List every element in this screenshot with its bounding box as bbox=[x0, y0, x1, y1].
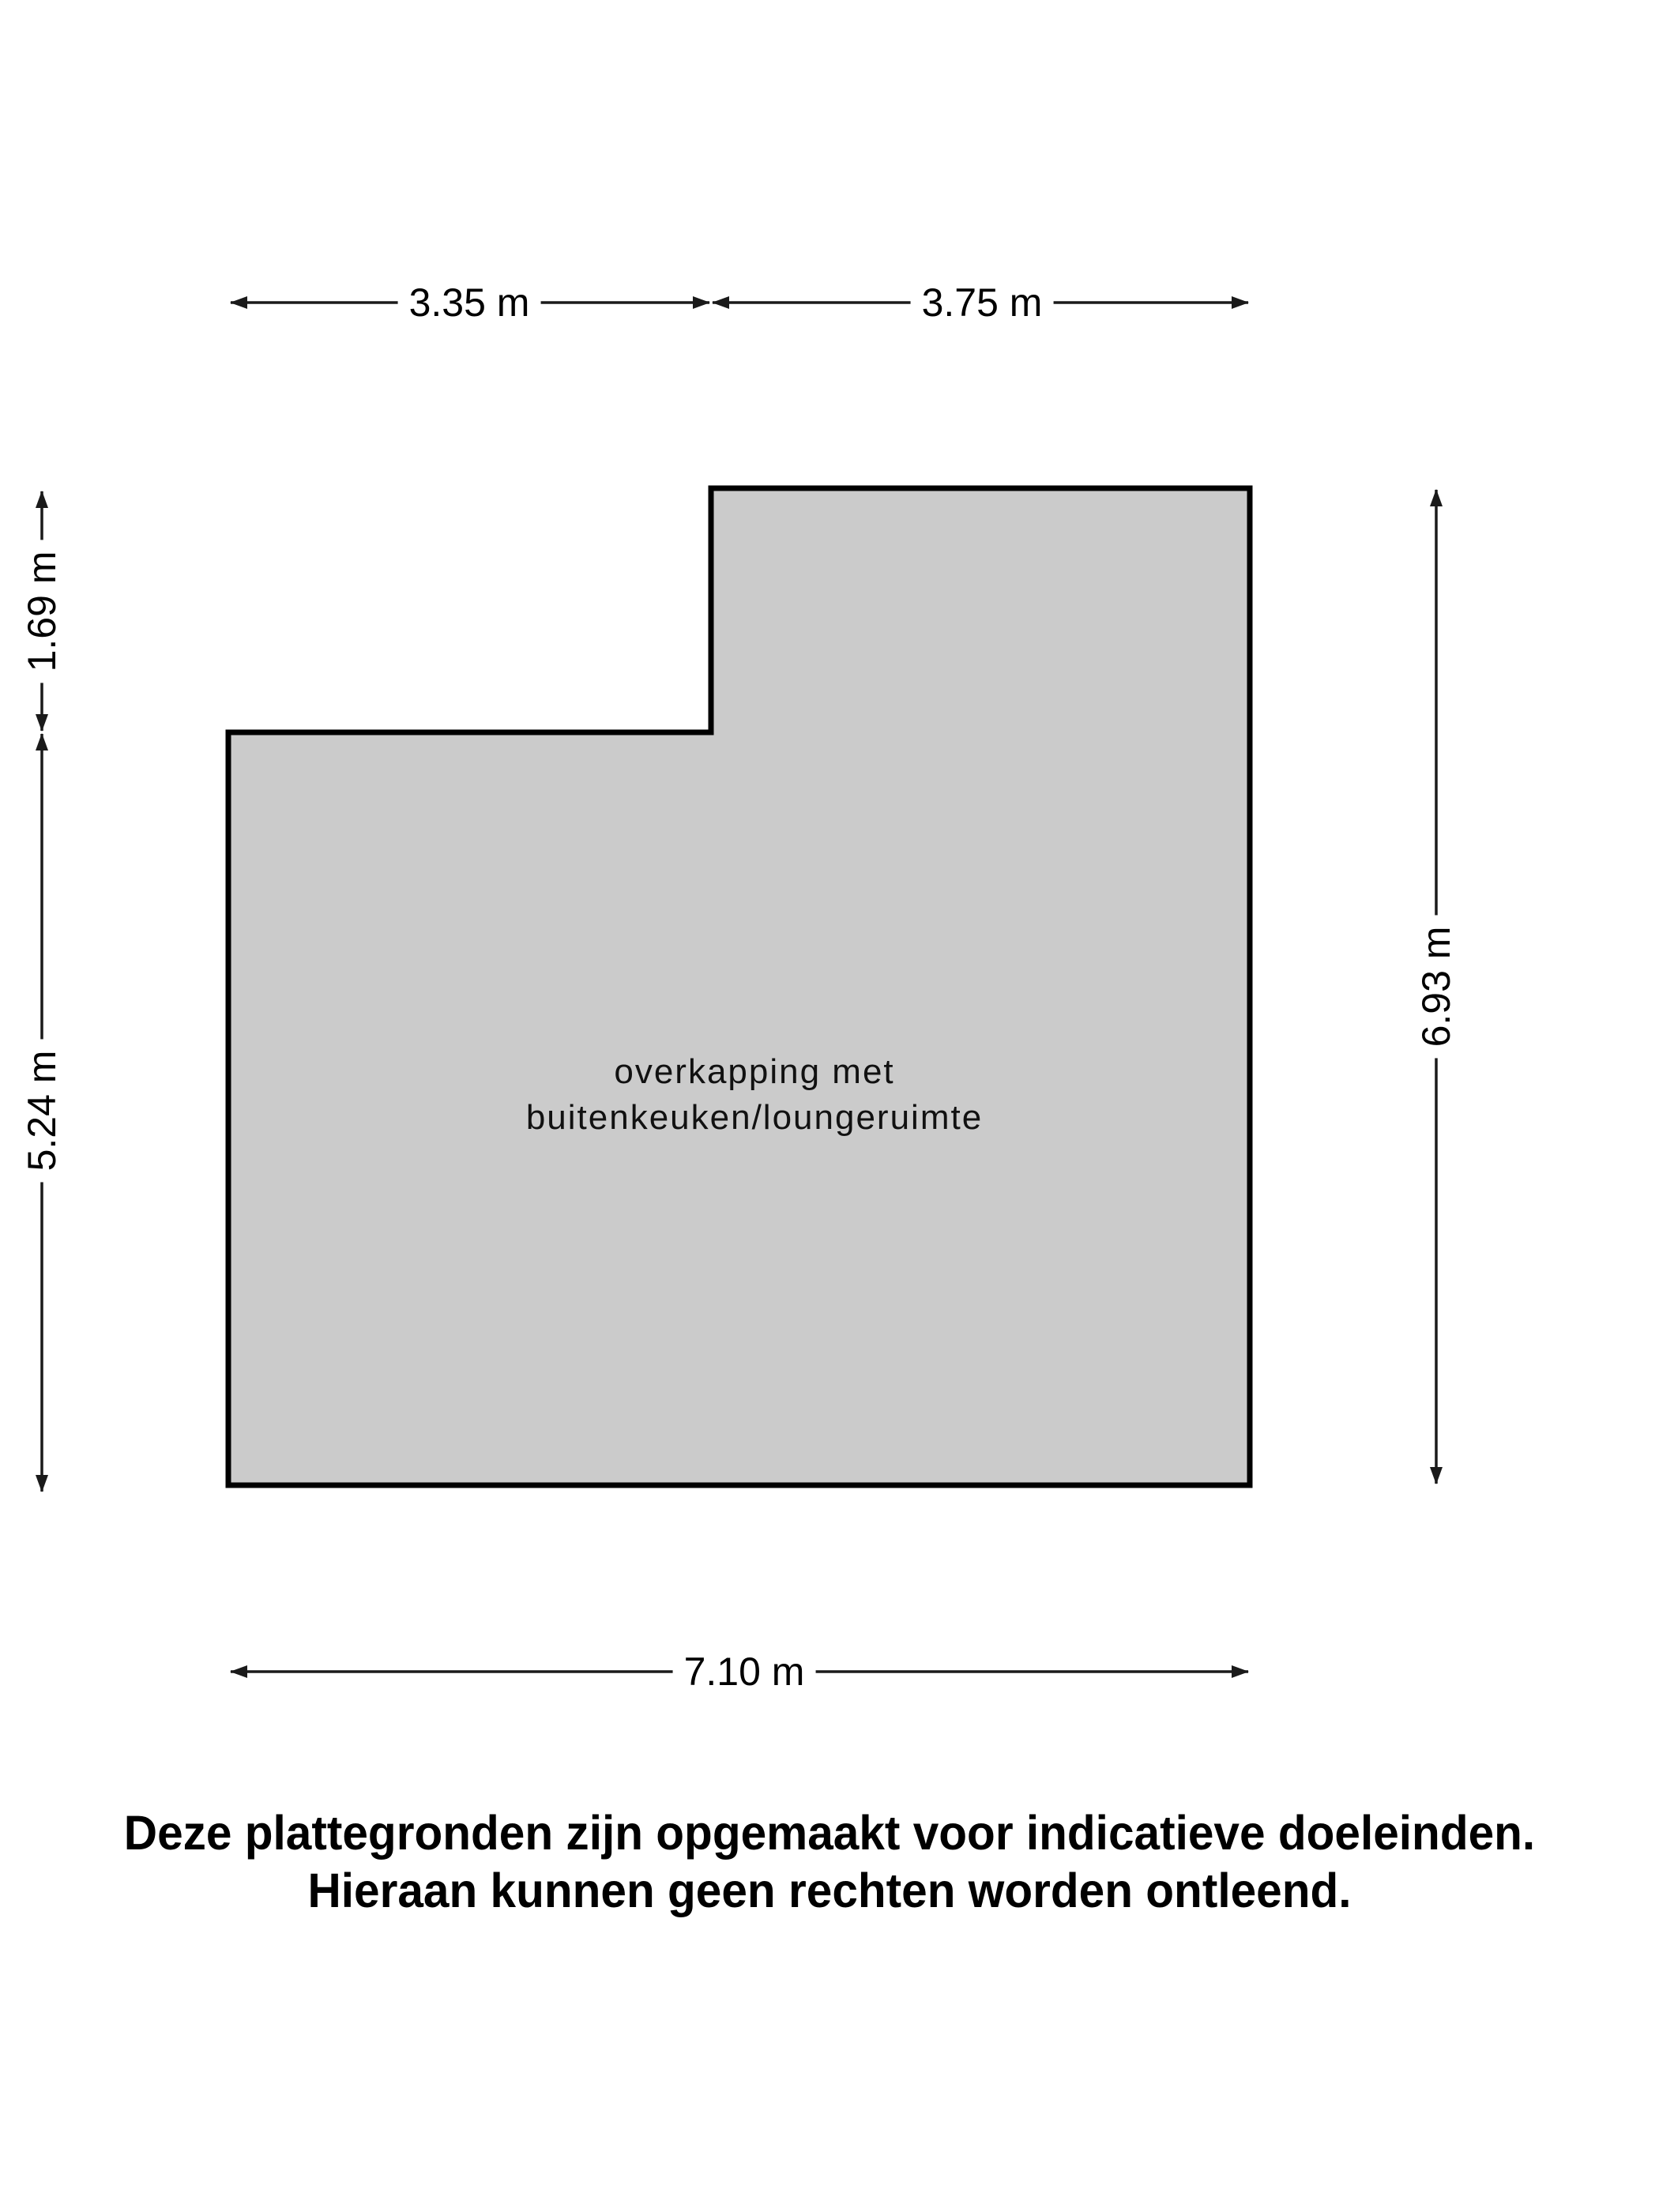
room-outline-shape bbox=[225, 485, 1253, 1488]
dimension-label-right: 6.93 m bbox=[1413, 915, 1459, 1059]
dimension-label-top-right: 3.75 m bbox=[910, 280, 1054, 325]
dimension-label-left-upper: 1.69 m bbox=[19, 540, 65, 683]
dimension-label-bottom: 7.10 m bbox=[672, 1649, 816, 1695]
disclaimer-line2: Hieraan kunnen geen rechten worden ontle… bbox=[307, 1864, 1352, 1917]
room-name-line2: buitenkeuken/loungeruimte bbox=[525, 1098, 984, 1137]
disclaimer-text: Deze plattegronden zijn opgemaakt voor i… bbox=[0, 1804, 1659, 1920]
dimension-label-top-left: 3.35 m bbox=[397, 280, 541, 325]
room-name-label: overkapping met buitenkeuken/loungeruimt… bbox=[438, 1049, 1070, 1141]
disclaimer-line1: Deze plattegronden zijn opgemaakt voor i… bbox=[123, 1806, 1536, 1860]
dimension-label-left-lower: 5.24 m bbox=[19, 1039, 65, 1183]
room-name-line1: overkapping met bbox=[614, 1052, 895, 1091]
